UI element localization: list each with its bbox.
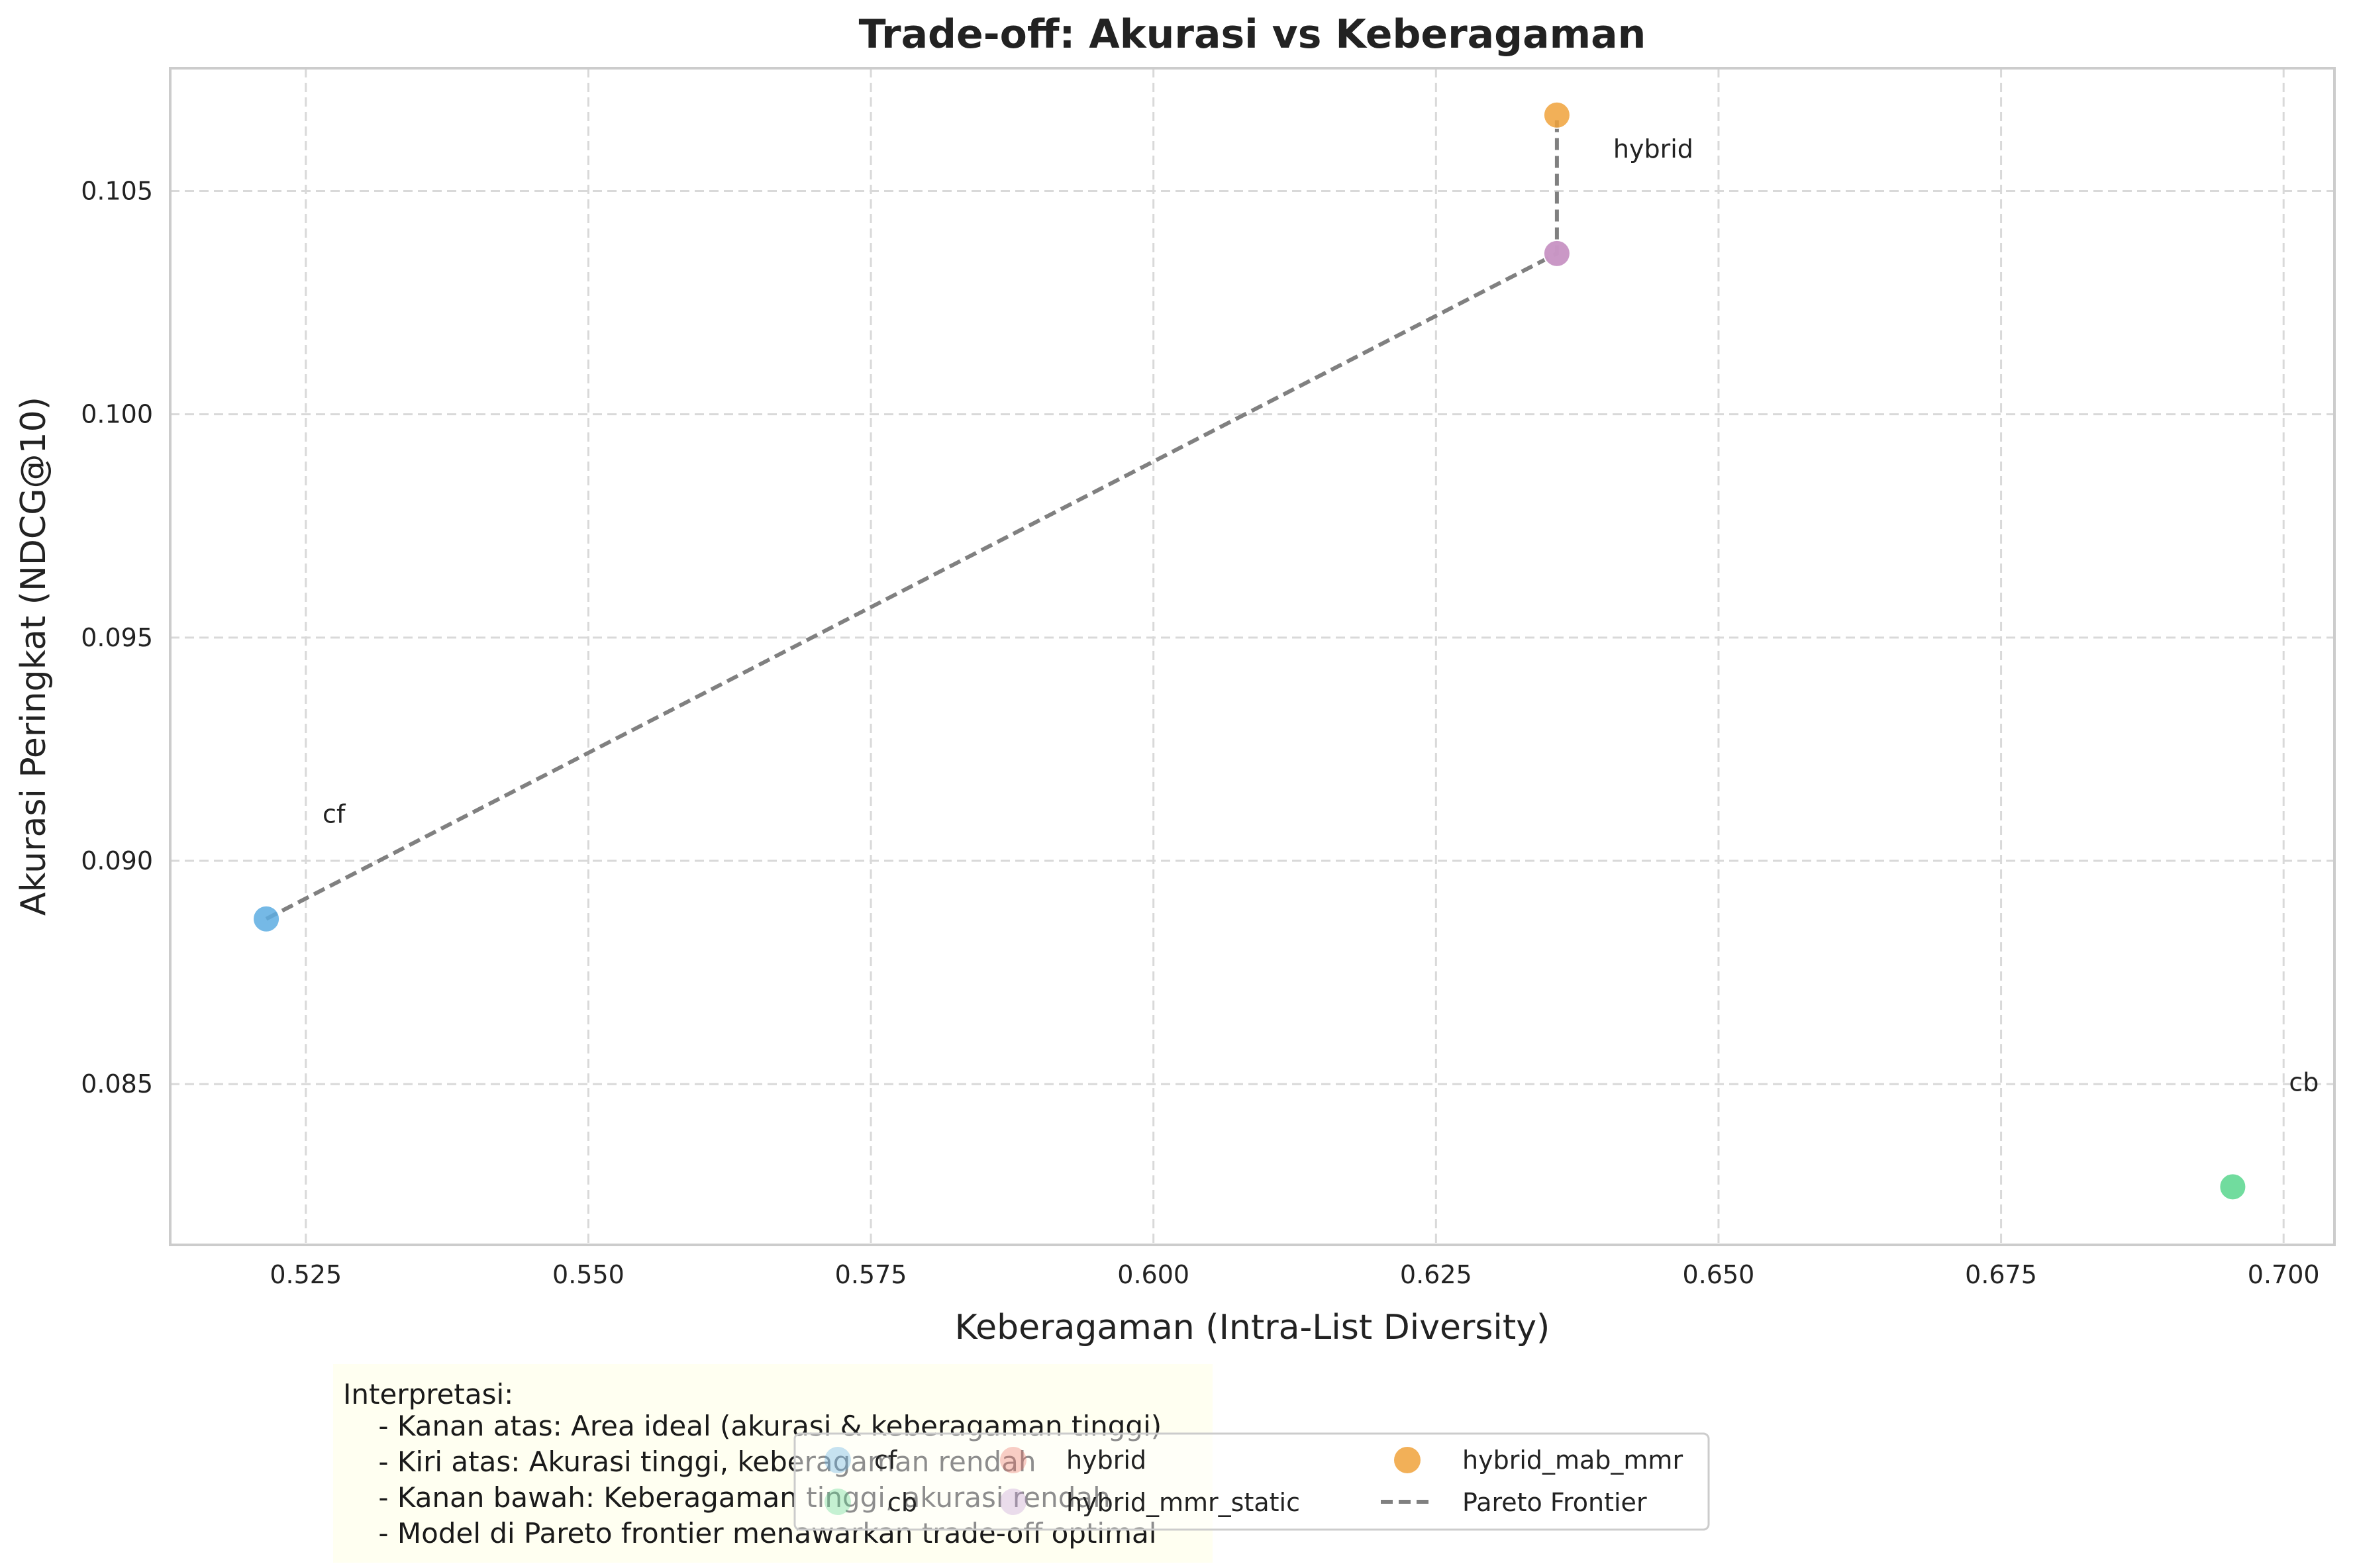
legend-marker-cb xyxy=(825,1489,851,1515)
y-tick-label: 0.090 xyxy=(81,846,153,875)
x-tick-label: 0.550 xyxy=(552,1260,625,1289)
legend: cf hybrid hybrid_mab_mmr cb hybrid_mmr_s… xyxy=(793,1432,1710,1531)
x-tick-label: 0.650 xyxy=(1683,1260,1755,1289)
y-tick-label: 0.105 xyxy=(81,176,153,205)
legend-label-cf: cf xyxy=(874,1446,898,1475)
x-tick-labels: 0.525 0.550 0.575 0.600 0.625 0.650 0.675 0.700 xyxy=(270,1260,2319,1289)
x-tick-label: 0.675 xyxy=(1965,1260,2037,1289)
legend-box xyxy=(793,1432,1710,1531)
data-point-cf xyxy=(252,905,281,933)
data-point-cb xyxy=(2219,1173,2247,1201)
x-tick-label: 0.575 xyxy=(835,1260,907,1289)
y-tick-labels: 0.085 0.090 0.095 0.100 0.105 xyxy=(81,176,153,1099)
grid xyxy=(170,68,2334,1245)
legend-label-hybrid-mmr-static: hybrid_mmr_static xyxy=(1066,1488,1300,1517)
x-tick-label: 0.700 xyxy=(2248,1260,2320,1289)
y-tick-label: 0.095 xyxy=(81,623,153,652)
y-axis-label: Akurasi Peringkat (NDCG@10) xyxy=(14,397,54,916)
y-tick-label: 0.100 xyxy=(81,400,153,429)
legend-label-hybrid-mab-mmr: hybrid_mab_mmr xyxy=(1462,1446,1683,1475)
legend-marker-hybrid-mab-mmr xyxy=(1394,1447,1421,1473)
x-tick-label: 0.600 xyxy=(1117,1260,1189,1289)
x-tick-label: 0.625 xyxy=(1400,1260,1472,1289)
legend-label-cb: cb xyxy=(887,1488,917,1517)
data-point-hybrid-mmr-static xyxy=(1542,239,1571,268)
point-annotation: cb xyxy=(2289,1067,2319,1097)
interpretation-line: Interpretasi: xyxy=(343,1378,513,1410)
x-tick-label: 0.525 xyxy=(270,1260,342,1289)
legend-marker-hybrid-mmr-static xyxy=(1000,1489,1026,1515)
point-annotation: hybrid xyxy=(1613,134,1693,164)
legend-marker-hybrid xyxy=(1000,1447,1026,1473)
y-tick-label: 0.085 xyxy=(81,1069,153,1099)
legend-marker-cf xyxy=(825,1447,851,1473)
legend-label-pareto-frontier: Pareto Frontier xyxy=(1462,1488,1647,1517)
chart-title: Trade-off: Akurasi vs Keberagaman xyxy=(859,11,1646,58)
scatter-points xyxy=(252,101,2247,1201)
plot-background xyxy=(170,68,2334,1245)
point-annotations: cf hybrid cb xyxy=(323,134,2319,1097)
legend-label-hybrid: hybrid xyxy=(1066,1446,1146,1475)
plot-frame xyxy=(169,67,2336,1246)
point-annotation: cf xyxy=(323,800,346,829)
data-point-hybrid-mab-mmr xyxy=(1542,101,1571,129)
x-axis-label: Keberagaman (Intra-List Diversity) xyxy=(955,1308,1550,1348)
